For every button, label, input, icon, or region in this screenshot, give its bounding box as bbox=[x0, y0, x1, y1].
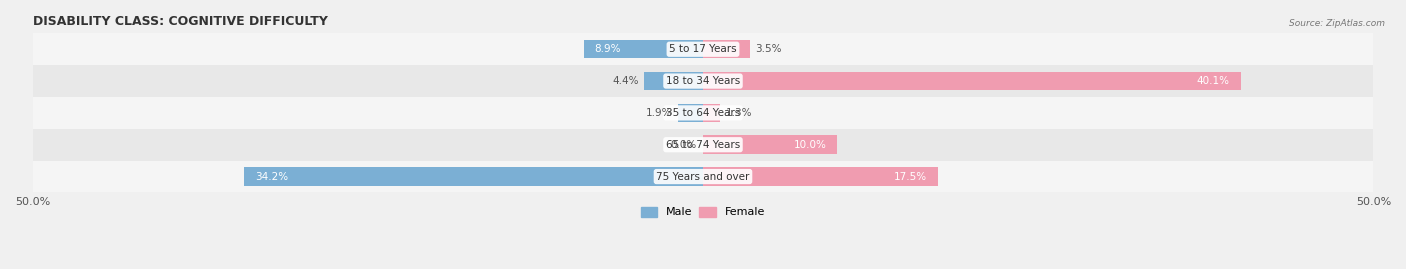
Text: 17.5%: 17.5% bbox=[894, 172, 927, 182]
Bar bbox=[678, 104, 703, 122]
Bar bbox=[703, 104, 720, 122]
Bar bbox=[245, 167, 703, 186]
Text: 4.4%: 4.4% bbox=[612, 76, 638, 86]
Text: 1.9%: 1.9% bbox=[645, 108, 672, 118]
Legend: Male, Female: Male, Female bbox=[637, 202, 769, 222]
Text: 65 to 74 Years: 65 to 74 Years bbox=[666, 140, 740, 150]
Bar bbox=[32, 65, 1374, 97]
Bar bbox=[703, 136, 837, 154]
Bar bbox=[32, 129, 1374, 161]
Text: Source: ZipAtlas.com: Source: ZipAtlas.com bbox=[1289, 19, 1385, 28]
Bar bbox=[32, 97, 1374, 129]
Bar bbox=[703, 40, 749, 58]
Text: 34.2%: 34.2% bbox=[256, 172, 288, 182]
Text: DISABILITY CLASS: COGNITIVE DIFFICULTY: DISABILITY CLASS: COGNITIVE DIFFICULTY bbox=[32, 15, 328, 28]
Text: 35 to 64 Years: 35 to 64 Years bbox=[666, 108, 740, 118]
Text: 40.1%: 40.1% bbox=[1197, 76, 1230, 86]
Bar bbox=[703, 167, 938, 186]
Text: 1.3%: 1.3% bbox=[725, 108, 752, 118]
Text: 8.9%: 8.9% bbox=[595, 44, 621, 54]
Bar bbox=[703, 72, 1240, 90]
Bar bbox=[644, 72, 703, 90]
Text: 18 to 34 Years: 18 to 34 Years bbox=[666, 76, 740, 86]
Bar bbox=[32, 33, 1374, 65]
Text: 5 to 17 Years: 5 to 17 Years bbox=[669, 44, 737, 54]
Bar bbox=[583, 40, 703, 58]
Text: 10.0%: 10.0% bbox=[793, 140, 827, 150]
Text: 3.5%: 3.5% bbox=[755, 44, 782, 54]
Text: 0.0%: 0.0% bbox=[671, 140, 696, 150]
Bar bbox=[32, 161, 1374, 192]
Text: 75 Years and over: 75 Years and over bbox=[657, 172, 749, 182]
